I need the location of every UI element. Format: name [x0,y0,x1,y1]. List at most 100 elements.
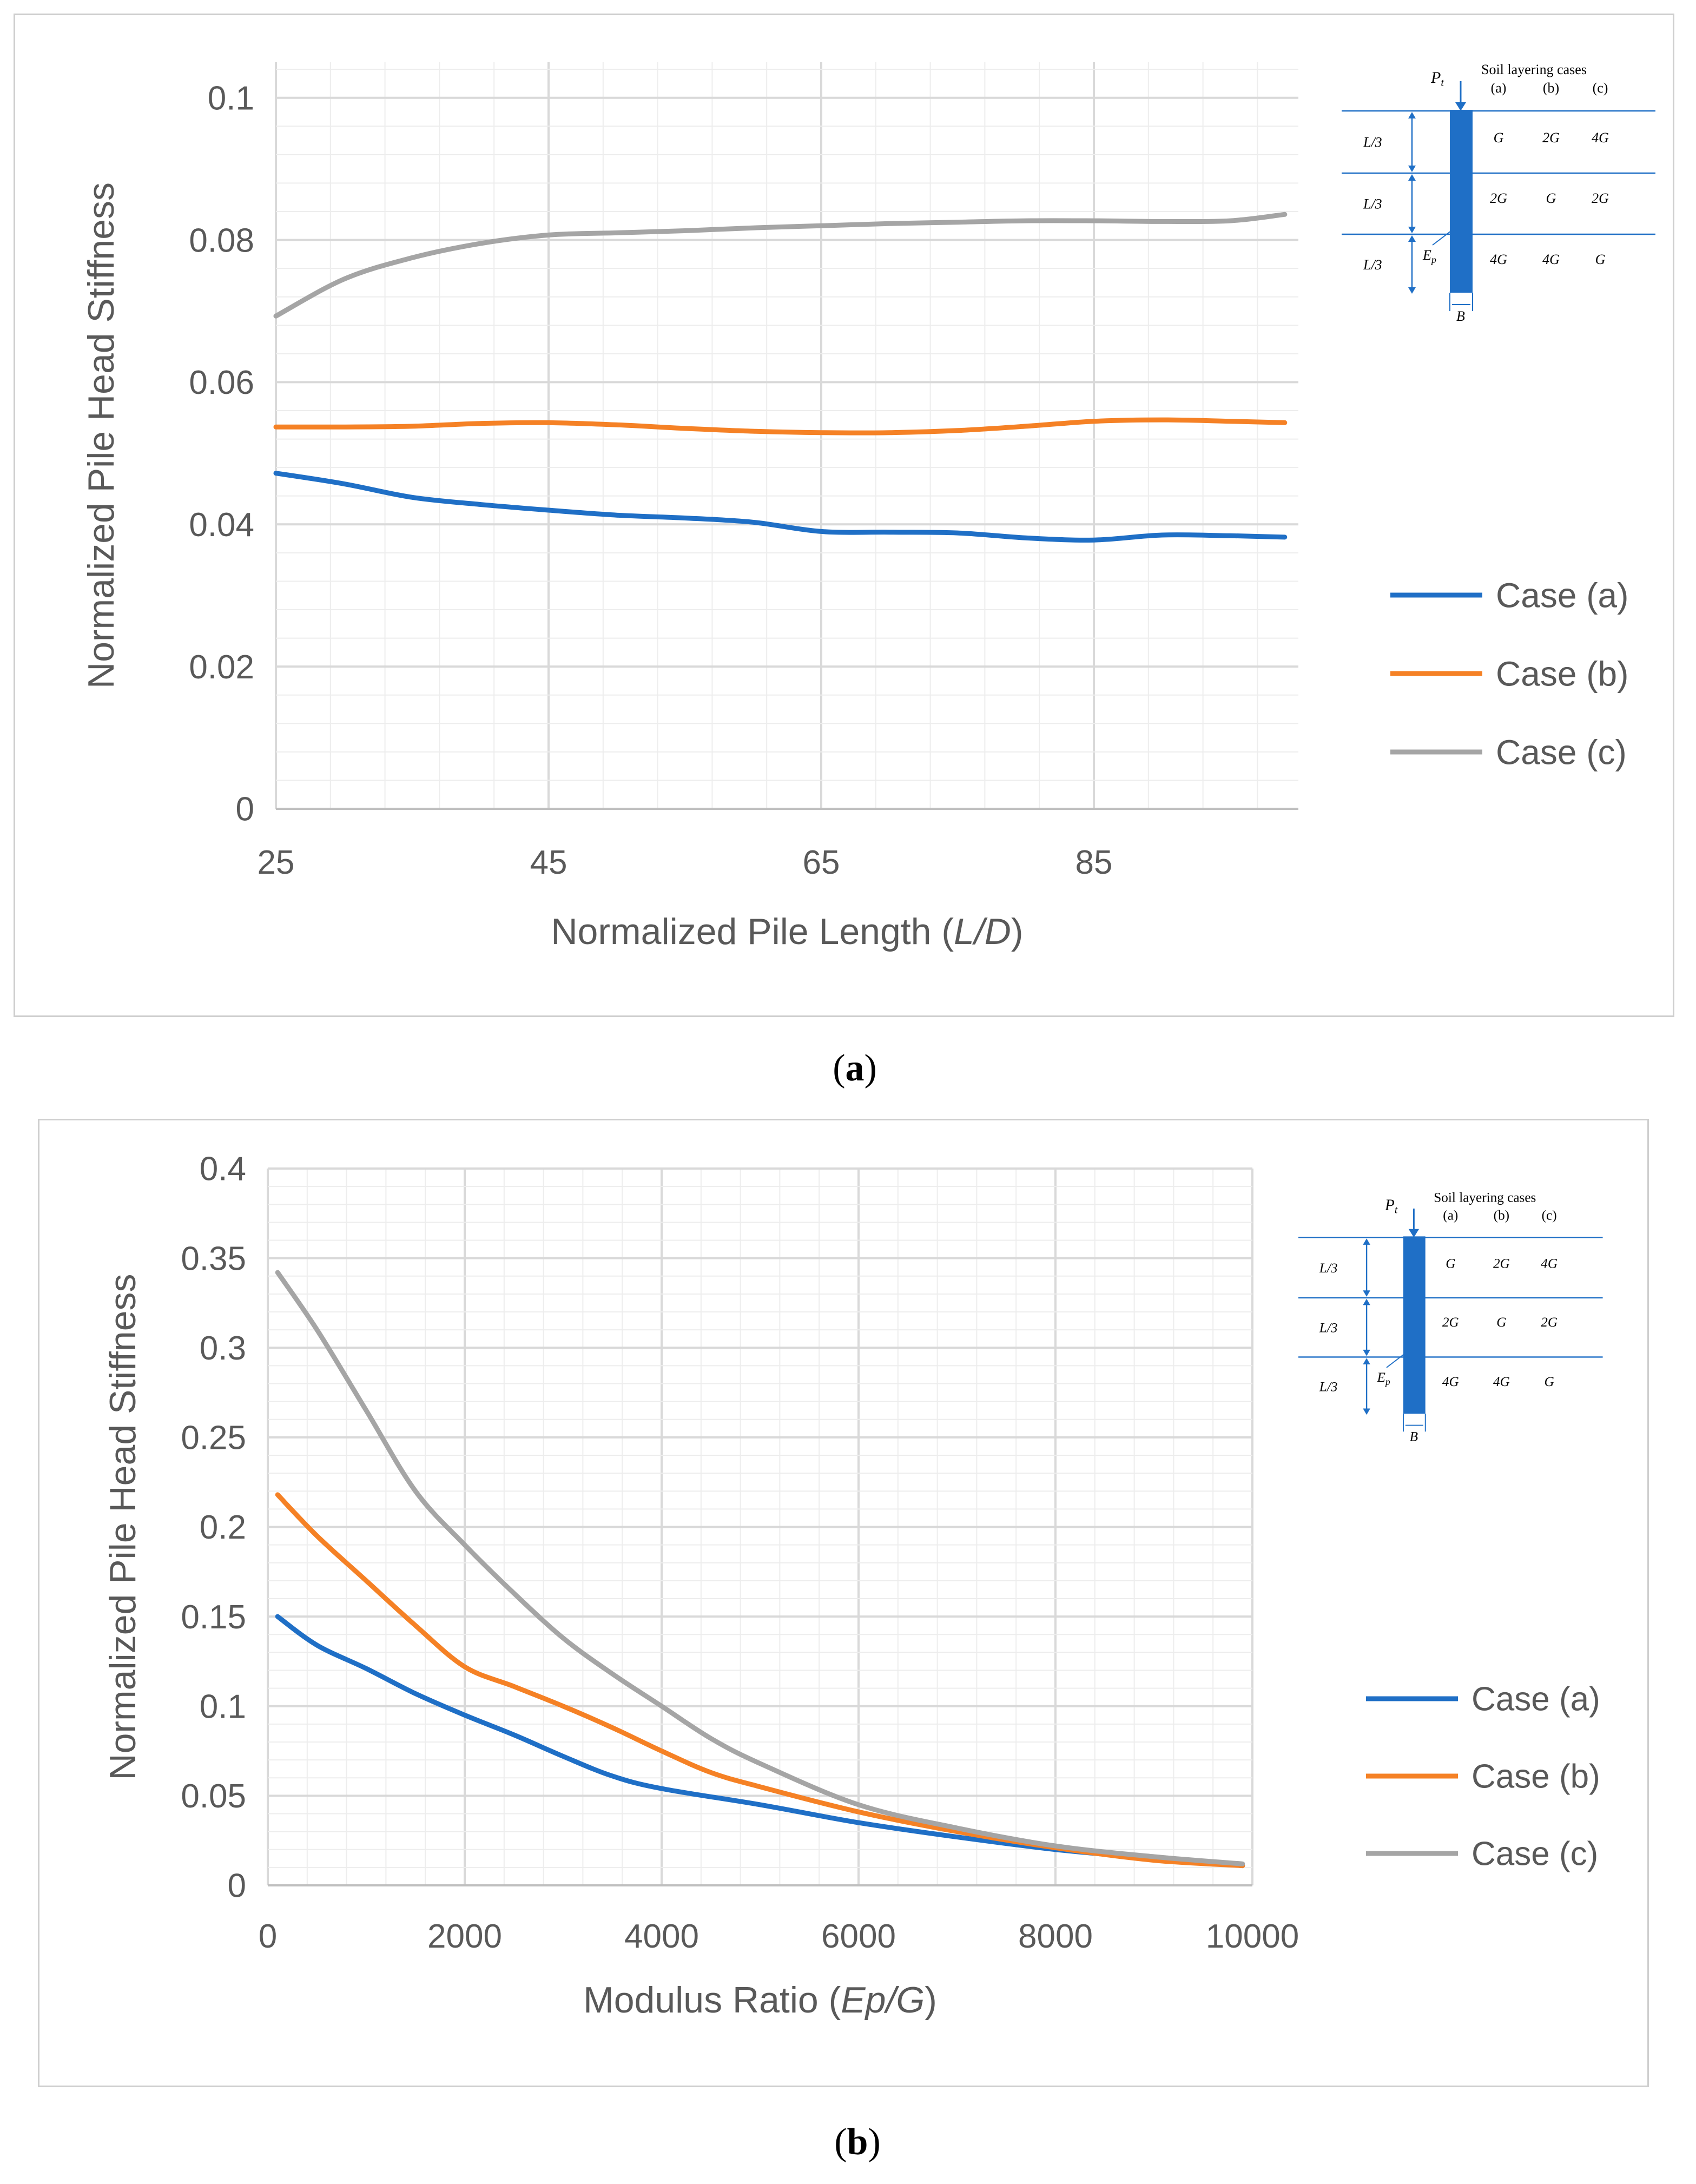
legend-label: Case (c) [1471,1836,1598,1873]
legend-label: Case (c) [1496,733,1627,771]
dimension-arrow-down [1408,227,1416,233]
soil-layering-schematic: Pt Soil layering cases (a) (b) (c) L/3 L/3 L/3 E… [1342,62,1655,324]
layer-height-label: L/3 [1319,1261,1338,1276]
layer-height-label: L/3 [1319,1380,1338,1395]
y-tick-label: 0.1 [200,1688,246,1725]
x-axis-title: Normalized Pile Length (L/D) [551,911,1023,952]
y-tick-label: 0.08 [189,222,254,259]
layer-height-label: L/3 [1363,135,1382,150]
x-tick-label: 65 [803,844,840,881]
dimension-arrow-up [1408,235,1416,242]
soil-modulus-value: 2G [1542,130,1560,146]
dimension-arrow-down [1408,166,1416,172]
x-axis-title: Modulus Ratio (Ep/G) [583,1980,937,2021]
modulus-label: Ep [1377,1370,1390,1387]
schematic-case-header: (c) [1593,80,1608,96]
layer-height-label: L/3 [1319,1321,1338,1335]
pile-shape [1403,1236,1426,1414]
soil-modulus-value: 4G [1541,1257,1558,1271]
schematic-title: Soil layering cases [1481,62,1587,77]
gridlines [275,62,1298,810]
load-label: Pt [1430,69,1444,89]
schematic-case-header: (a) [1443,1208,1458,1223]
schematic-case-header: (a) [1491,80,1507,96]
soil-modulus-value: 4G [1493,1375,1510,1389]
x-tick-label: 8000 [1018,1918,1093,1955]
x-tick-label: 6000 [821,1918,896,1955]
layer-height-label: L/3 [1363,196,1382,212]
chart-b: 0 0.05 0.1 0.15 0.2 0.25 0.3 0.35 0.4 0 2000 4000 60… [102,1151,1603,2021]
modulus-pointer [1432,230,1451,246]
dimension-arrow-down [1363,1290,1370,1297]
dimension-arrow-down [1363,1408,1370,1415]
dimension-arrow-down [1363,1349,1370,1356]
y-tick-label: 0.15 [181,1599,246,1636]
y-tick-label: 0 [236,791,254,828]
panel-label-b: (b) [834,2121,881,2163]
chart-panel-a [14,14,1674,1017]
x-tick-label: 4000 [624,1918,699,1955]
dimension-arrow-up [1363,1298,1370,1305]
x-tick-label: 0 [259,1918,277,1955]
legend: Case (a) Case (b) Case (c) [1366,1681,1600,1873]
x-tick-label: 2000 [427,1918,502,1955]
y-tick-label: 0.04 [189,506,254,544]
legend-label: Case (b) [1471,1758,1600,1796]
series-line-case-a [275,1614,1245,1869]
load-label: Pt [1384,1197,1398,1216]
series-line-case-c [275,1270,1245,1866]
legend-label: Case (b) [1496,654,1628,693]
x-tick-label: 85 [1075,844,1113,881]
y-tick-label: 0.1 [208,80,254,117]
soil-modulus-value: 2G [1442,1315,1459,1330]
soil-modulus-value: G [1494,130,1504,146]
load-arrow-head [1408,1229,1420,1238]
modulus-pointer [1386,1353,1405,1368]
y-tick-label: 0.06 [189,364,254,401]
dimension-arrow-down [1408,287,1416,294]
soil-modulus-value: 2G [1592,190,1609,206]
legend: Case (a) Case (b) Case (c) [1390,576,1628,771]
x-tick-label: 45 [530,844,567,881]
series-line-case-a [273,471,1288,543]
width-label: B [1456,308,1465,324]
gridlines [267,1167,1253,1886]
dimension-arrow-up [1363,1238,1370,1245]
dimension-arrow-up [1408,174,1416,181]
y-tick-label: 0.35 [181,1240,246,1277]
panel-label-a: (a) [833,1047,877,1089]
chart-panel-b [38,1119,1649,2087]
soil-modulus-value: G [1595,252,1606,267]
pile-shape [1450,110,1473,293]
soil-modulus-value: 4G [1442,1375,1459,1389]
series-line-case-c [273,212,1288,319]
soil-modulus-value: 4G [1592,130,1609,146]
dimension-arrow-up [1408,112,1416,118]
schematic-case-header: (c) [1542,1208,1557,1223]
soil-modulus-value: G [1446,1257,1455,1271]
dimension-arrow-up [1363,1358,1370,1365]
series-line-case-b [275,1492,1245,1869]
legend-label: Case (a) [1496,576,1628,615]
soil-modulus-value: G [1496,1315,1506,1330]
y-tick-label: 0.3 [200,1330,246,1367]
schematic-title: Soil layering cases [1434,1190,1536,1205]
soil-modulus-value: G [1545,1375,1554,1389]
soil-modulus-value: 4G [1490,252,1507,267]
x-tick-label: 25 [258,844,295,881]
chart-a: 0 0.02 0.04 0.06 0.08 0.1 25 45 65 85 Normalized P… [81,62,1655,952]
soil-modulus-value: 2G [1493,1257,1510,1271]
y-tick-label: 0.2 [200,1509,246,1546]
soil-modulus-value: 4G [1542,252,1560,267]
y-tick-label: 0.25 [181,1420,246,1457]
y-axis-title: Normalized Pile Head Stiffness [81,182,122,689]
y-tick-label: 0.02 [189,649,254,686]
soil-modulus-value: 2G [1541,1315,1558,1330]
soil-modulus-value: 2G [1490,190,1507,206]
series-line-case-b [273,417,1288,436]
x-tick-label: 10000 [1206,1918,1299,1955]
y-axis-title: Normalized Pile Head Stiffness [102,1274,143,1780]
load-arrow-head [1455,102,1466,111]
modulus-label: Ep [1422,247,1436,265]
